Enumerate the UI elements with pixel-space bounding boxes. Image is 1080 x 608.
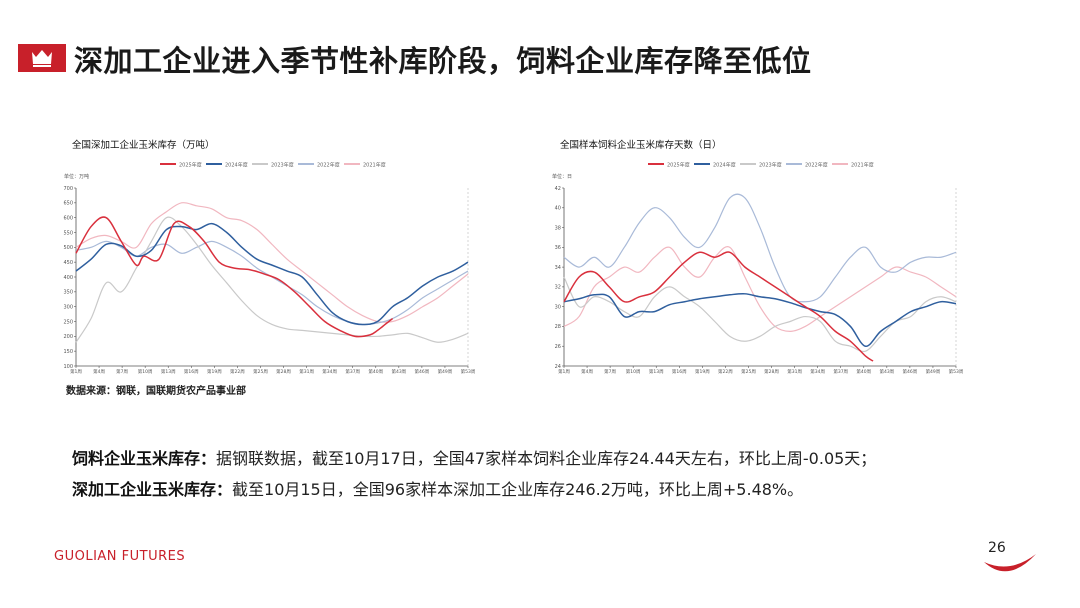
x-tick-label: 第1周 (558, 368, 570, 375)
legend-label: 2025年度 (667, 162, 690, 169)
legend-label: 2023年度 (759, 162, 782, 169)
x-tick-label: 第49周 (926, 368, 941, 375)
y-tick-label: 42 (555, 186, 561, 192)
y-tick-label: 28 (555, 324, 561, 330)
chart-feed-inventory-days: 全国样本饲料企业玉米库存天数（日） 2025年度 2024年度 2023年度 2022年… (548, 130, 968, 376)
x-tick-label: 第53周 (461, 368, 476, 375)
chart-deep-processing-inventory: 全国深加工企业玉米库存（万吨） 2025年度 2024年度 2023年度 2022年度 2… (60, 130, 480, 376)
x-tick-label: 第25周 (741, 368, 756, 375)
x-tick-label: 第31周 (299, 368, 314, 375)
series-line-2025年度 (563, 251, 874, 362)
y-tick-label: 300 (63, 304, 73, 310)
x-tick-label: 第28周 (764, 368, 779, 375)
series-line-2021年度 (563, 246, 957, 332)
y-tick-label: 650 (63, 201, 73, 207)
y-tick-label: 500 (63, 245, 73, 251)
x-tick-label: 第40周 (368, 368, 383, 375)
legend-label: 2021年度 (363, 162, 386, 169)
y-tick-label: 36 (555, 245, 561, 251)
x-tick-label: 第40周 (856, 368, 871, 375)
x-tick-label: 第7周 (116, 368, 128, 375)
x-tick-label: 第49周 (438, 368, 453, 375)
legend-label: 2022年度 (805, 162, 828, 169)
y-tick-label: 32 (555, 285, 561, 291)
chart-title: 全国样本饲料企业玉米库存天数（日） (560, 139, 722, 151)
x-tick-label: 第16周 (672, 368, 687, 375)
y-tick-label: 30 (555, 304, 561, 310)
series-line-2021年度 (75, 202, 469, 323)
deep-processing-summary: 深加工企业玉米库存：截至10月15日，全国96家样本深加工企业库存246.2万吨… (72, 476, 803, 500)
crown-logo-icon (18, 44, 66, 72)
y-tick-label: 700 (63, 186, 73, 192)
y-tick-label: 38 (555, 225, 561, 231)
y-tick-label: 350 (63, 290, 73, 296)
x-tick-label: 第46周 (415, 368, 430, 375)
x-tick-label: 第46周 (903, 368, 918, 375)
x-tick-label: 第7周 (604, 368, 616, 375)
y-tick-label: 250 (63, 319, 73, 325)
x-tick-label: 第10周 (138, 368, 153, 375)
x-tick-label: 第31周 (787, 368, 802, 375)
x-tick-label: 第13周 (161, 368, 176, 375)
feed-inventory-label: 饲料企业玉米库存： (72, 449, 217, 468)
chart-title: 全国深加工企业玉米库存（万吨） (72, 139, 215, 151)
legend-label: 2025年度 (179, 162, 202, 169)
x-tick-label: 第22周 (230, 368, 245, 375)
y-tick-label: 450 (63, 260, 73, 266)
x-tick-label: 第22周 (718, 368, 733, 375)
y-tick-label: 40 (555, 206, 561, 212)
y-tick-label: 200 (63, 334, 73, 340)
series-line-2022年度 (563, 193, 957, 303)
y-tick-label: 400 (63, 275, 73, 281)
page-title: 深加工企业进入季节性补库阶段，饲料企业库存降至低位 (74, 44, 812, 78)
legend-label: 2022年度 (317, 162, 340, 169)
series-line-2023年度 (563, 276, 957, 353)
page-swoosh-icon (984, 554, 1036, 572)
deep-processing-text: 截至10月15日，全国96家样本深加工企业库存246.2万吨，环比上周+5.48… (232, 480, 804, 499)
x-tick-label: 第19周 (695, 368, 710, 375)
series-line-2022年度 (75, 240, 469, 326)
x-tick-label: 第25周 (253, 368, 268, 375)
series-line-2024年度 (75, 222, 469, 326)
x-tick-label: 第43周 (391, 368, 406, 375)
feed-inventory-text: 据钢联数据，截至10月17日，全国47家样本饲料企业库存24.44天左右，环比上… (216, 449, 877, 468)
y-tick-label: 24 (555, 364, 561, 370)
x-tick-label: 第13周 (649, 368, 664, 375)
legend-label: 2023年度 (271, 162, 294, 169)
x-tick-label: 第43周 (879, 368, 894, 375)
data-source-note: 数据来源：钢联，国联期货农产品事业部 (66, 386, 246, 397)
chart-svg: 全国样本饲料企业玉米库存天数（日） 2025年度 2024年度 2023年度 2022年… (552, 139, 964, 375)
x-tick-label: 第34周 (322, 368, 337, 375)
x-tick-label: 第16周 (184, 368, 199, 375)
chart-svg: 全国深加工企业玉米库存（万吨） 2025年度 2024年度 2023年度 2022年度 2… (63, 139, 476, 375)
series-line-2024年度 (563, 292, 957, 347)
x-tick-label: 第37周 (345, 368, 360, 375)
x-tick-label: 第1周 (70, 368, 82, 375)
y-tick-label: 600 (63, 215, 73, 221)
legend-label: 2024年度 (225, 162, 248, 169)
unit-label: 单位：日 (552, 173, 572, 180)
y-tick-label: 550 (63, 230, 73, 236)
deep-processing-label: 深加工企业玉米库存： (72, 480, 233, 499)
x-tick-label: 第28周 (276, 368, 291, 375)
x-tick-label: 第4周 (93, 368, 105, 375)
unit-label: 单位：万吨 (64, 173, 89, 180)
y-tick-label: 34 (555, 265, 561, 271)
x-tick-label: 第53周 (949, 368, 964, 375)
legend-label: 2024年度 (713, 162, 736, 169)
x-tick-label: 第10周 (626, 368, 641, 375)
y-tick-label: 26 (555, 344, 561, 350)
x-tick-label: 第19周 (207, 368, 222, 375)
page-number: 26 (988, 540, 1006, 556)
series-line-2023年度 (75, 216, 469, 343)
legend-label: 2021年度 (851, 162, 874, 169)
feed-inventory-summary: 饲料企业玉米库存：据钢联数据，截至10月17日，全国47家样本饲料企业库存24.… (72, 445, 876, 469)
x-tick-label: 第4周 (581, 368, 593, 375)
y-tick-label: 100 (63, 364, 73, 370)
x-tick-label: 第34周 (810, 368, 825, 375)
x-tick-label: 第37周 (833, 368, 848, 375)
series-line-2025年度 (75, 216, 394, 338)
y-tick-label: 150 (63, 349, 73, 355)
brand-wordmark: GUOLIAN FUTURES (54, 549, 186, 564)
